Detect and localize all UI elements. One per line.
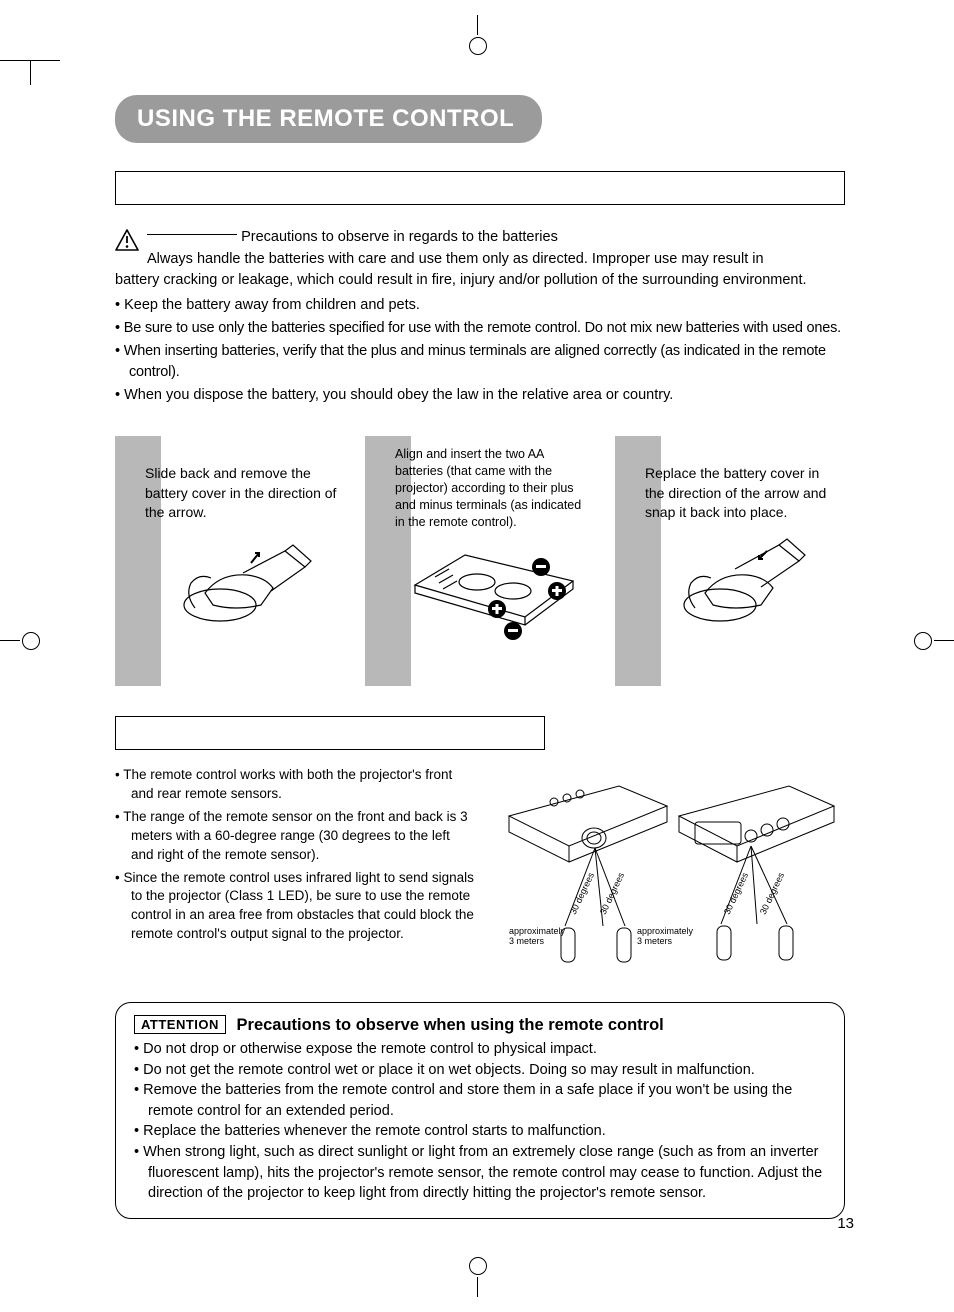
attention-bullet: Replace the batteries whenever the remot… — [134, 1121, 826, 1142]
approx-label: approximately 3 meters — [637, 926, 693, 946]
attention-title: Precautions to observe when using the re… — [237, 1016, 664, 1034]
operating-bullet: Since the remote control uses infrared l… — [115, 869, 475, 945]
caution-bullet: Be sure to use only the batteries specif… — [115, 318, 845, 339]
projector-svg — [499, 766, 839, 986]
caution-lead: Precautions to observe in regards to the… — [241, 229, 558, 245]
attention-bullet: Remove the batteries from the remote con… — [134, 1080, 826, 1121]
caution-block: Precautions to observe in regards to the… — [115, 227, 845, 406]
attention-tag: ATTENTION — [134, 1015, 226, 1034]
operating-bullet: The range of the remote sensor on the fr… — [115, 808, 475, 865]
crop-mark-top — [457, 15, 497, 55]
step-3-text: Replace the battery cover in the directi… — [645, 436, 845, 523]
step-2: Align and insert the two AA batteries (t… — [365, 436, 595, 686]
caution-bullet: When inserting batteries, verify that th… — [115, 341, 845, 383]
battery-steps: Slide back and remove the battery cover … — [115, 436, 845, 686]
page-title: USING THE REMOTE CONTROL — [115, 95, 542, 143]
attention-bullet: Do not get the remote control wet or pla… — [134, 1060, 826, 1081]
attention-box: ATTENTION Precautions to observe when us… — [115, 1002, 845, 1219]
attention-bullet: Do not drop or otherwise expose the remo… — [134, 1039, 826, 1060]
corner-mark-tl — [0, 60, 60, 80]
caution-bullet: When you dispose the battery, you should… — [115, 385, 845, 406]
operating-bullet: The remote control works with both the p… — [115, 766, 475, 804]
operating-bullets: The remote control works with both the p… — [115, 766, 475, 986]
attention-bullets: Do not drop or otherwise expose the remo… — [134, 1039, 826, 1204]
page-number: 13 — [837, 1215, 854, 1232]
step-1-illustration — [145, 533, 345, 633]
caution-underline — [147, 234, 237, 235]
caution-bullets: Keep the battery away from children and … — [115, 295, 845, 406]
step-2-illustration — [395, 540, 595, 640]
caution-body-2: battery cracking or leakage, which could… — [115, 270, 845, 291]
warning-icon — [115, 229, 139, 251]
crop-mark-bottom — [457, 1257, 497, 1297]
operating-diagram: 30 degrees 30 degrees 30 degrees 30 degr… — [499, 766, 845, 986]
step-3: Replace the battery cover in the directi… — [615, 436, 845, 686]
attention-heading: ATTENTION Precautions to observe when us… — [134, 1015, 826, 1035]
approx-label: approximately 3 meters — [509, 926, 565, 946]
attention-bullet: When strong light, such as direct sunlig… — [134, 1142, 826, 1204]
step-1: Slide back and remove the battery cover … — [115, 436, 345, 686]
caution-bullet: Keep the battery away from children and … — [115, 295, 845, 316]
page-content: USING THE REMOTE CONTROL Precautions to … — [115, 95, 845, 1219]
section-box-operating — [115, 716, 545, 750]
section-box-batteries — [115, 171, 845, 205]
step-3-illustration — [645, 533, 845, 633]
step-2-text: Align and insert the two AA batteries (t… — [395, 436, 595, 530]
caution-body-1: Always handle the batteries with care an… — [147, 249, 845, 270]
operating-row: The remote control works with both the p… — [115, 766, 845, 986]
step-1-text: Slide back and remove the battery cover … — [145, 436, 345, 523]
